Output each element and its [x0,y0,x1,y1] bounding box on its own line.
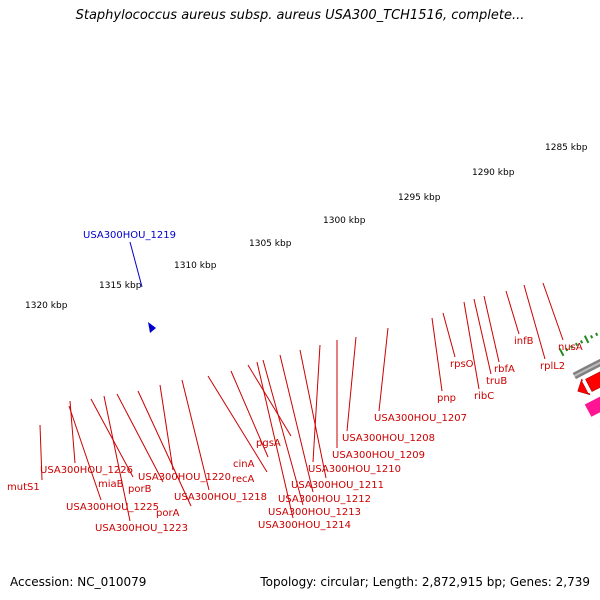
ruler-major-tick [558,348,565,357]
leader-line [523,284,546,360]
gene-label: USA300HOU_1212 [278,494,371,505]
leader-line [230,370,269,458]
ruler-minor-tick [564,347,569,352]
scale-labels: 1285 kbp 1290 kbp 1295 kbp 1300 kbp 1305 kbp… [25,143,588,311]
scale-label: 1320 kbp [25,301,68,311]
leader-line [159,384,174,471]
scale-ruler [558,332,600,427]
gene-label: USA300HOU_1223 [95,523,188,534]
leader-line [103,395,131,522]
gene-label: USA300HOU_1213 [268,507,361,518]
gene-label: pnp [437,393,456,404]
highlight-marker-icon [148,322,156,333]
gene-label: USA300HOU_1208 [342,433,435,444]
leader-line [90,398,134,478]
highlight-marker: USA300HOU_1219 [83,230,176,333]
ruler-minor-tick [595,332,599,337]
leader-line [137,390,192,507]
leader-line [505,290,520,335]
leader-line [312,344,321,463]
gene-label: USA300HOU_1226 [40,465,133,476]
leader-line [463,301,480,390]
leader-line [346,336,357,432]
gene-label: USA300HOU_1211 [291,480,384,491]
accession-text: Accession: NC_010079 [10,575,147,589]
leader-line [181,379,210,491]
leader-line [39,424,43,481]
leader-line [68,405,102,501]
gene-label: infB [514,336,534,347]
gene-label: rpsO [450,359,474,370]
highlight-label: USA300HOU_1219 [83,230,176,241]
leader-line [442,312,456,358]
ruler-minor-tick [590,334,594,339]
feature-color-track [584,396,600,417]
leader-line [207,375,268,473]
ruler-minor-tick [574,342,579,347]
feature-block [584,396,600,417]
forward-strand-track [577,371,600,396]
gene-label: truB [486,376,507,387]
gene-label: pgsA [256,438,281,449]
leader-line [542,282,564,341]
leader-line [299,349,327,479]
leader-line [256,361,294,519]
leader-line [483,295,500,363]
ruler-minor-tick [579,340,584,344]
gene-label: rplL2 [540,361,565,372]
scale-label: 1310 kbp [174,261,217,271]
highlight-leader [129,241,143,288]
ruler-minor-tick [569,345,574,349]
gene-label: USA300HOU_1214 [258,520,351,531]
backbone-highlight [573,361,600,377]
gene-label: recA [232,474,255,485]
scale-label: 1305 kbp [249,239,292,249]
gene-label: USA300HOU_1207 [374,413,467,424]
gene-label: porA [156,508,180,519]
leader-line [69,400,76,464]
scale-label: 1300 kbp [323,216,366,226]
gene-label: USA300HOU_1210 [308,464,401,475]
genome-title: Staphylococcus aureus subsp. aureus USA3… [75,8,525,23]
leader-line [116,393,164,483]
gene-label: ribC [474,391,494,402]
leader-line [279,354,314,493]
gene-label: USA300HOU_1225 [66,502,159,513]
leader-line [473,298,492,375]
leader-line [431,317,443,392]
forward-gene-arrow [585,371,600,392]
scale-label: 1315 kbp [99,281,142,291]
reverse-gene-arrow [577,378,591,396]
label-leader-lines [39,282,564,522]
gene-label: mutS1 [7,482,40,493]
gene-label: cinA [233,459,255,470]
gene-label: nusA [558,342,583,353]
scale-label: 1285 kbp [545,143,588,153]
gene-label: USA300HOU_1218 [174,492,267,503]
gene-label: rbfA [494,364,515,375]
gene-label: USA300HOU_1209 [332,450,425,461]
leader-line [247,364,292,437]
gene-label: USA300HOU_1220 [138,472,231,483]
leader-line [378,327,389,412]
genome-backbone [572,358,600,380]
gene-label: porB [128,484,152,495]
scale-label: 1295 kbp [398,193,441,203]
scale-label: 1290 kbp [472,168,515,178]
backbone-arc [572,358,600,380]
ruler-major-tick [583,335,590,344]
leader-line [262,359,304,506]
gene-label: miaB [98,479,124,490]
topology-text: Topology: circular; Length: 2,872,915 bp… [260,575,590,589]
